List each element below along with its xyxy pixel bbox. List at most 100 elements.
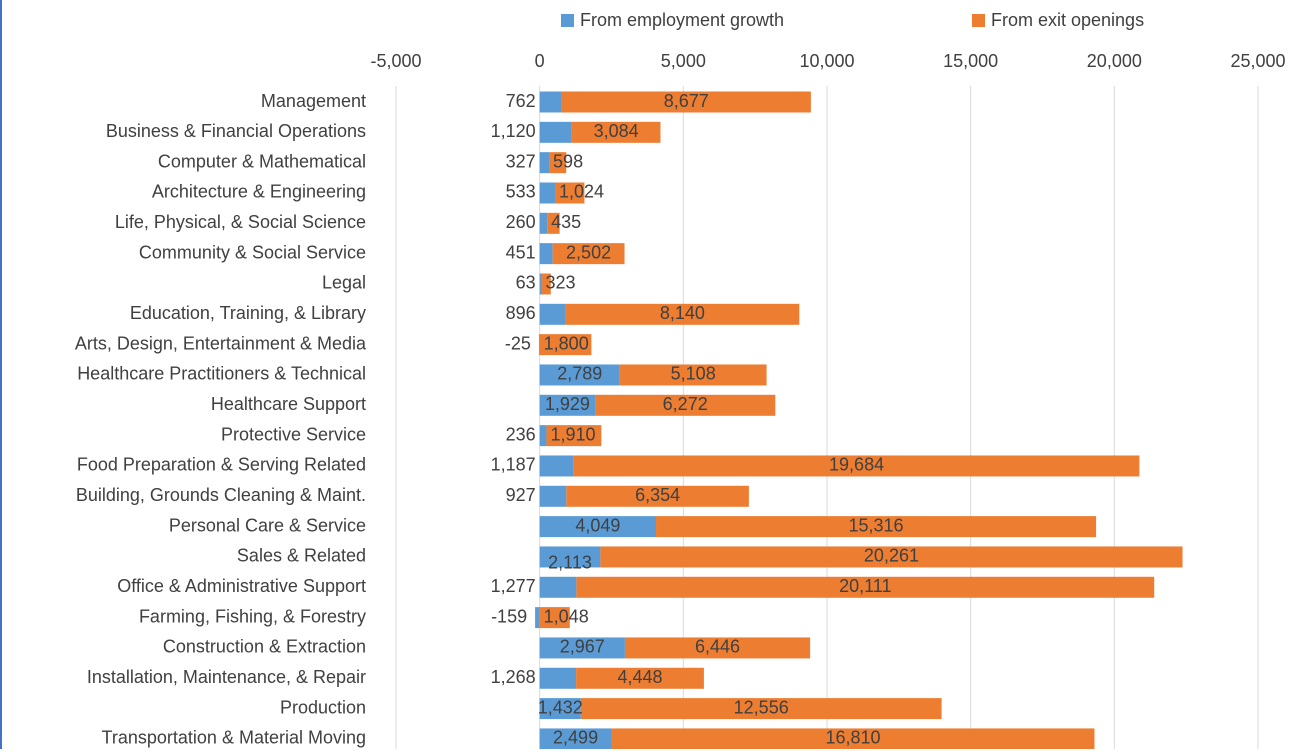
bar-exit-openings bbox=[546, 425, 602, 447]
x-tick-label: 15,000 bbox=[943, 51, 998, 71]
data-label-exit-openings: 20,261 bbox=[864, 546, 919, 566]
legend-swatch-from-employment-growth bbox=[561, 14, 574, 27]
bar-employment-growth bbox=[539, 516, 657, 538]
data-label-employment-growth: 260 bbox=[506, 212, 536, 232]
data-label-employment-growth: 2,967 bbox=[560, 637, 605, 657]
bar-employment-growth bbox=[539, 728, 612, 750]
data-label-employment-growth: 327 bbox=[506, 151, 536, 171]
legend-swatch-from-exit-openings bbox=[972, 14, 985, 27]
category-label: Food Preparation & Serving Related bbox=[77, 455, 366, 475]
bar-employment-growth bbox=[539, 91, 562, 113]
bar-exit-openings bbox=[566, 485, 749, 507]
x-tick-label: 25,000 bbox=[1230, 51, 1285, 71]
category-label: Installation, Maintenance, & Repair bbox=[87, 667, 366, 687]
x-tick-label: -5,000 bbox=[370, 51, 421, 71]
data-label-exit-openings: 8,677 bbox=[664, 91, 709, 111]
data-label-employment-growth: 1,432 bbox=[538, 697, 583, 717]
bar-employment-growth bbox=[539, 667, 577, 689]
bar-exit-openings bbox=[656, 516, 1097, 538]
data-label-exit-openings: 3,084 bbox=[594, 121, 639, 141]
data-label-exit-openings: 6,354 bbox=[635, 485, 680, 505]
data-label-exit-openings: 435 bbox=[551, 212, 581, 232]
data-label-employment-growth: 1,120 bbox=[491, 121, 536, 141]
bar-exit-openings bbox=[554, 182, 585, 204]
bar-employment-growth bbox=[539, 425, 547, 447]
data-label-employment-growth: 762 bbox=[506, 91, 536, 111]
category-label: Transportation & Material Moving bbox=[102, 728, 366, 748]
bar-employment-growth bbox=[539, 546, 601, 568]
bar-exit-openings bbox=[576, 667, 704, 689]
x-axis-tick-labels: -5,000 0 5,000 10,000 15,000 20,000 25,000 bbox=[370, 51, 1285, 71]
data-label-employment-growth: 2,113 bbox=[548, 553, 592, 573]
data-label-employment-growth: 896 bbox=[506, 303, 536, 323]
data-label-exit-openings: 598 bbox=[553, 151, 583, 171]
data-label-employment-growth: 1,187 bbox=[491, 455, 536, 475]
category-label: Architecture & Engineering bbox=[152, 182, 366, 202]
bar-exit-openings bbox=[539, 334, 592, 356]
x-tick-label: 0 bbox=[535, 51, 545, 71]
category-label: Construction & Extraction bbox=[163, 637, 366, 657]
x-tick-label: 10,000 bbox=[799, 51, 854, 71]
data-label-exit-openings: 19,684 bbox=[829, 455, 884, 475]
bar-exit-openings bbox=[541, 273, 551, 295]
category-label: Business & Financial Operations bbox=[106, 121, 366, 141]
data-label-exit-openings: 8,140 bbox=[660, 303, 705, 323]
data-label-exit-openings: 6,272 bbox=[663, 394, 708, 414]
bar-exit-openings bbox=[573, 455, 1140, 477]
data-label-employment-growth: 236 bbox=[506, 424, 536, 444]
category-label: Sales & Related bbox=[237, 546, 366, 566]
data-label-exit-openings: 1,048 bbox=[544, 606, 589, 626]
bar-exit-openings bbox=[619, 364, 767, 386]
bar-employment-growth bbox=[539, 182, 555, 204]
bar-employment-growth bbox=[535, 607, 540, 629]
bar-employment-growth bbox=[539, 152, 550, 174]
category-label: Community & Social Service bbox=[139, 242, 366, 262]
category-label: Personal Care & Service bbox=[169, 515, 366, 535]
x-tick-label: 5,000 bbox=[661, 51, 706, 71]
bar-employment-growth bbox=[539, 303, 566, 325]
category-label: Life, Physical, & Social Science bbox=[115, 212, 366, 232]
bar-employment-growth bbox=[538, 334, 540, 356]
bar-exit-openings bbox=[576, 576, 1155, 598]
bar-employment-growth bbox=[539, 364, 620, 386]
bar-exit-openings bbox=[561, 91, 811, 113]
data-label-exit-openings: 15,316 bbox=[849, 515, 904, 535]
bar-exit-openings bbox=[539, 607, 570, 629]
category-label: Legal bbox=[322, 273, 366, 293]
data-label-employment-growth: 1,277 bbox=[491, 576, 536, 596]
bars bbox=[535, 91, 1183, 750]
category-label: Computer & Mathematical bbox=[158, 151, 366, 171]
bar-exit-openings bbox=[549, 152, 567, 174]
data-label-employment-growth: 533 bbox=[506, 182, 536, 202]
bar-exit-openings bbox=[600, 546, 1183, 568]
data-label-exit-openings: 16,810 bbox=[825, 728, 880, 748]
bar-exit-openings bbox=[552, 243, 625, 265]
data-label-employment-growth: 4,049 bbox=[575, 515, 620, 535]
category-labels: Management Business & Financial Operation… bbox=[75, 91, 367, 748]
category-label: Building, Grounds Cleaning & Maint. bbox=[76, 485, 366, 505]
legend-label-from-employment-growth: From employment growth bbox=[580, 10, 784, 30]
data-label-exit-openings: 2,502 bbox=[566, 242, 611, 262]
data-label-exit-openings: 5,108 bbox=[671, 364, 716, 384]
category-label: Protective Service bbox=[221, 424, 366, 444]
bar-employment-growth bbox=[539, 121, 572, 143]
category-label: Education, Training, & Library bbox=[130, 303, 366, 323]
x-tick-label: 20,000 bbox=[1087, 51, 1142, 71]
category-label: Arts, Design, Entertainment & Media bbox=[75, 333, 367, 353]
bar-exit-openings bbox=[571, 121, 661, 143]
bar-employment-growth bbox=[539, 698, 581, 720]
data-label-exit-openings: 323 bbox=[545, 273, 575, 293]
data-label-employment-growth: 63 bbox=[516, 273, 536, 293]
bar-exit-openings bbox=[624, 637, 811, 659]
data-label-exit-openings: 1,910 bbox=[550, 424, 595, 444]
data-label-exit-openings: 12,556 bbox=[734, 697, 789, 717]
data-label-exit-openings: 1,024 bbox=[559, 182, 604, 202]
bar-exit-openings bbox=[611, 728, 1095, 750]
bar-employment-growth bbox=[539, 576, 577, 598]
bar-exit-openings bbox=[565, 303, 800, 325]
data-label-exit-openings: 4,448 bbox=[617, 667, 662, 687]
bar-employment-growth bbox=[539, 637, 625, 659]
category-label: Office & Administrative Support bbox=[117, 576, 366, 596]
bar-exit-openings bbox=[595, 394, 776, 416]
